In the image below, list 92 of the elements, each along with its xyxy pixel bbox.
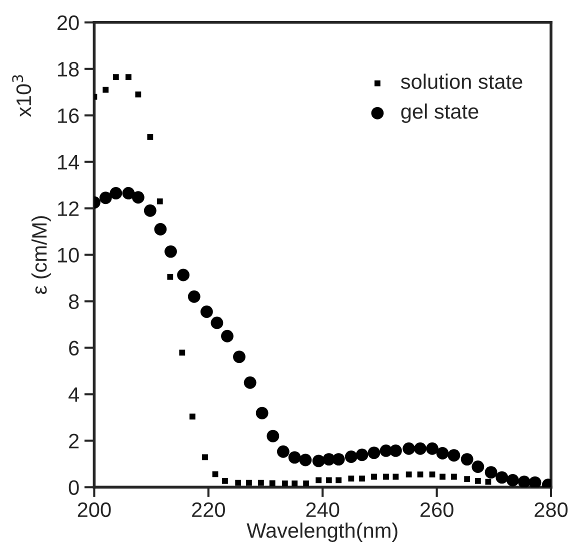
point xyxy=(440,474,446,480)
point xyxy=(472,460,484,473)
point xyxy=(112,74,119,80)
y-tick-label: 10 xyxy=(58,248,79,263)
point xyxy=(200,306,213,318)
point xyxy=(222,478,228,484)
y-tick-label: 2 xyxy=(69,434,79,448)
point xyxy=(451,474,457,480)
point xyxy=(154,223,167,236)
point xyxy=(426,442,438,455)
y-tick-label: 0 xyxy=(68,480,79,495)
point xyxy=(344,450,358,463)
point xyxy=(496,471,508,484)
point xyxy=(156,198,163,204)
point xyxy=(288,451,301,464)
point xyxy=(282,480,288,486)
y-tick-label: 20 xyxy=(58,15,79,30)
y-tick-label: 8 xyxy=(68,294,79,310)
point xyxy=(484,466,498,479)
point xyxy=(179,350,186,356)
point xyxy=(417,471,424,478)
point xyxy=(244,376,256,389)
point xyxy=(202,454,208,460)
point xyxy=(518,476,530,488)
point xyxy=(256,406,268,420)
point xyxy=(464,476,470,482)
point xyxy=(269,480,276,486)
point xyxy=(326,477,332,484)
point xyxy=(368,446,380,460)
point xyxy=(235,480,242,486)
point xyxy=(359,476,365,482)
point xyxy=(371,474,377,480)
point xyxy=(448,449,460,462)
legend-label: solution state xyxy=(400,74,522,89)
point xyxy=(212,471,218,478)
point xyxy=(303,480,309,486)
point xyxy=(177,268,190,282)
point xyxy=(266,430,280,442)
point xyxy=(348,476,354,482)
point xyxy=(506,474,519,486)
point xyxy=(332,453,345,466)
point xyxy=(414,442,426,455)
point xyxy=(132,191,144,204)
point xyxy=(460,453,474,466)
y-tick-label: 12 xyxy=(58,201,79,216)
point xyxy=(102,86,109,93)
point xyxy=(316,477,322,484)
y-tick-label: 14 xyxy=(58,155,80,170)
point xyxy=(292,480,298,486)
point xyxy=(110,187,122,200)
point xyxy=(258,480,264,486)
y-tick-label: 6 xyxy=(69,340,79,356)
point xyxy=(474,478,481,484)
point xyxy=(144,204,156,217)
point xyxy=(210,316,224,330)
point xyxy=(312,454,325,468)
point xyxy=(406,471,412,478)
point xyxy=(188,290,200,303)
point xyxy=(299,454,312,466)
point xyxy=(356,448,368,462)
y-tick-label: 4 xyxy=(68,387,80,402)
x-tick-label: 260 xyxy=(420,502,454,518)
legend-label: gel state xyxy=(401,104,478,123)
point xyxy=(167,274,174,280)
point xyxy=(389,444,402,457)
point xyxy=(233,350,246,364)
x-tick-label: 220 xyxy=(192,502,225,518)
x-axis-title: Wavelength(nm) xyxy=(246,522,398,542)
x-tick-label: 240 xyxy=(306,502,340,518)
x-tick-label: 200 xyxy=(78,502,111,518)
point xyxy=(221,330,234,342)
point xyxy=(122,187,135,200)
point xyxy=(189,414,196,420)
x-tick-label: 280 xyxy=(534,502,568,518)
y-tick-label: 16 xyxy=(58,108,79,124)
point xyxy=(436,447,449,460)
point xyxy=(99,192,112,204)
point xyxy=(147,134,154,140)
y-axis-title: ε (cm/M) xyxy=(31,216,51,294)
point xyxy=(336,477,342,484)
point xyxy=(485,478,492,485)
point xyxy=(135,92,142,98)
point xyxy=(126,74,132,80)
point xyxy=(528,476,542,488)
point xyxy=(164,245,177,258)
text: x10$^{3}$ xyxy=(12,75,32,117)
y-tick-label: 18 xyxy=(58,62,79,77)
point xyxy=(246,480,252,486)
point xyxy=(383,474,389,480)
point xyxy=(429,471,436,478)
point xyxy=(402,442,416,455)
point xyxy=(277,445,290,458)
